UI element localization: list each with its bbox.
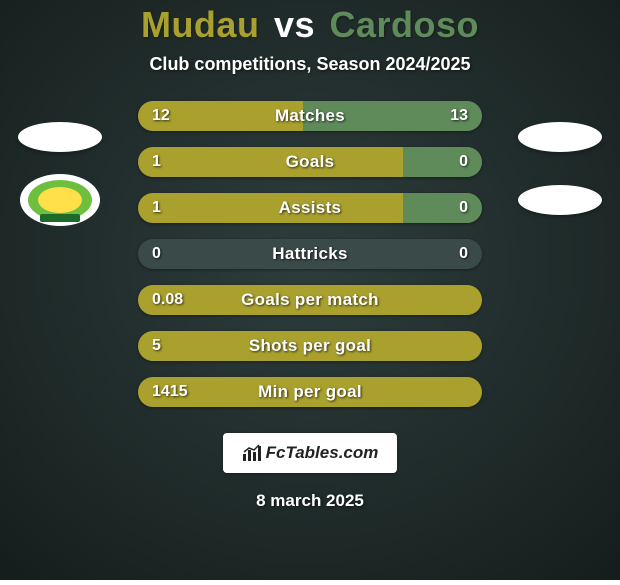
- vs-label: vs: [274, 4, 315, 45]
- club-badge-left: [18, 172, 102, 228]
- chart-icon: [242, 444, 262, 462]
- bar-label: Goals: [138, 147, 482, 177]
- bar-label: Min per goal: [138, 377, 482, 407]
- stat-bars: 1213Matches 10Goals 10Assists 00Hattricks 0.…: [138, 101, 482, 407]
- bar-label: Matches: [138, 101, 482, 131]
- site-logo: FcTables.com: [223, 433, 397, 473]
- player1-name: Mudau: [141, 4, 259, 45]
- flag-left: [18, 122, 102, 152]
- date-label: 8 march 2025: [0, 491, 620, 511]
- stat-bar: 00Hattricks: [138, 239, 482, 269]
- flag-right: [518, 122, 602, 152]
- bar-label: Shots per goal: [138, 331, 482, 361]
- club-badge-right: [518, 172, 602, 228]
- player2-name: Cardoso: [330, 4, 480, 45]
- club-badge-left-icon: [18, 172, 102, 228]
- stat-bar: 1213Matches: [138, 101, 482, 131]
- stat-bar: 5Shots per goal: [138, 331, 482, 361]
- flag-right-secondary: [518, 185, 602, 215]
- stat-bar: 10Goals: [138, 147, 482, 177]
- site-logo-text: FcTables.com: [266, 443, 379, 463]
- content-root: Mudau vs Cardoso Club competitions, Seas…: [0, 0, 620, 580]
- stat-bar: 0.08Goals per match: [138, 285, 482, 315]
- bar-label: Assists: [138, 193, 482, 223]
- subtitle: Club competitions, Season 2024/2025: [0, 54, 620, 75]
- bar-label: Goals per match: [138, 285, 482, 315]
- bar-label: Hattricks: [138, 239, 482, 269]
- stat-bar: 1415Min per goal: [138, 377, 482, 407]
- stat-bar: 10Assists: [138, 193, 482, 223]
- page-title: Mudau vs Cardoso: [0, 4, 620, 46]
